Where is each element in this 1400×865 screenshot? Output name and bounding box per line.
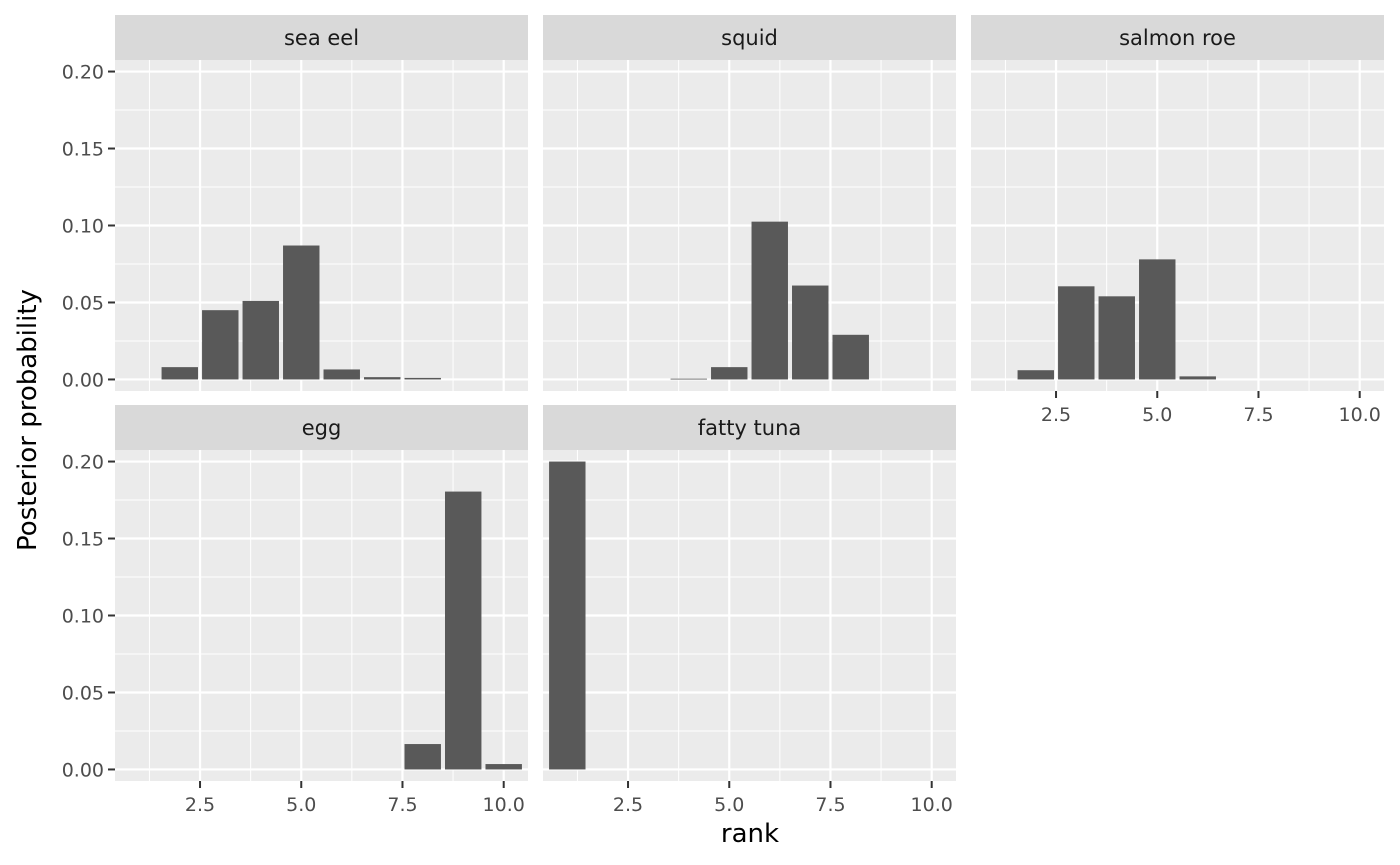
x-tick-label: 5.0 bbox=[1142, 404, 1172, 426]
bar-squid-rank-6 bbox=[751, 221, 788, 380]
x-tick-label: 10.0 bbox=[483, 794, 525, 816]
facet-sea-eel: sea eel bbox=[115, 15, 528, 391]
y-tick-label: 0.00 bbox=[62, 369, 104, 391]
bar-salmon-roe-rank-2 bbox=[1017, 370, 1055, 380]
facet-strip-label: egg bbox=[302, 416, 342, 440]
y-tick-label: 0.20 bbox=[62, 62, 104, 84]
facet-fatty-tuna: fatty tuna bbox=[543, 405, 956, 781]
bar-sea-eel-rank-5 bbox=[283, 245, 320, 380]
bar-squid-rank-7 bbox=[792, 285, 829, 380]
y-tick-label: 0.00 bbox=[62, 759, 104, 781]
bar-egg-rank-10 bbox=[485, 764, 522, 770]
x-tick-label: 5.0 bbox=[286, 794, 316, 816]
x-tick-label: 7.5 bbox=[387, 794, 417, 816]
facet-strip-label: squid bbox=[721, 26, 778, 50]
bar-sea-eel-rank-4 bbox=[242, 300, 279, 380]
x-axis-col-2: 2.5 5.0 7.5 10.0 bbox=[613, 781, 953, 816]
facet-egg: egg bbox=[115, 405, 528, 781]
bars bbox=[161, 245, 441, 380]
x-tick-label: 10.0 bbox=[1339, 404, 1381, 426]
bar-salmon-roe-rank-4 bbox=[1098, 296, 1135, 380]
facet-strip-egg bbox=[115, 405, 528, 450]
y-tick-label: 0.20 bbox=[62, 452, 104, 474]
bar-squid-rank-8 bbox=[832, 334, 869, 380]
x-tick-label: 10.0 bbox=[911, 794, 953, 816]
bar-salmon-roe-rank-5 bbox=[1139, 259, 1176, 380]
bar-sea-eel-rank-7 bbox=[364, 377, 401, 380]
bars bbox=[670, 221, 869, 380]
bar-salmon-roe-rank-6 bbox=[1179, 376, 1216, 380]
y-tick-label: 0.10 bbox=[62, 216, 104, 238]
facet-strip-fatty-tuna bbox=[543, 405, 956, 450]
y-tick-label: 0.05 bbox=[62, 682, 104, 704]
facet-strip-label: salmon roe bbox=[1119, 26, 1236, 50]
gridlines bbox=[543, 60, 956, 391]
x-axes: 2.5 5.0 7.5 10.0 2.5 5.0 7.5 10.0 2.5 5.0 7.5 10.0 bbox=[185, 391, 1381, 816]
x-axis-col-3: 2.5 5.0 7.5 10.0 bbox=[1041, 391, 1381, 426]
facet-strip-label: sea eel bbox=[284, 26, 359, 50]
y-axis-row-1: 0.00 0.05 0.10 0.15 0.20 bbox=[62, 62, 115, 391]
bars bbox=[549, 461, 586, 770]
x-tick-label: 2.5 bbox=[1041, 404, 1071, 426]
facet-squid: squid bbox=[543, 15, 956, 391]
x-axis-title: rank bbox=[721, 819, 779, 849]
y-axis-row-2: 0.00 0.05 0.10 0.15 0.20 bbox=[62, 452, 115, 781]
x-tick-label: 7.5 bbox=[815, 794, 845, 816]
y-axis-title: Posterior probability bbox=[13, 289, 43, 551]
facet-strip-label: fatty tuna bbox=[698, 416, 802, 440]
facet-strip-salmon-roe bbox=[971, 15, 1384, 60]
bar-sea-eel-rank-6 bbox=[323, 369, 360, 380]
bar-salmon-roe-rank-3 bbox=[1058, 286, 1095, 380]
bars bbox=[1017, 259, 1216, 380]
bar-egg-rank-8 bbox=[404, 744, 441, 770]
y-axes: 0.00 0.05 0.10 0.15 0.20 0.00 0.05 0.10 0.15 0.20 bbox=[62, 62, 115, 781]
facet-strip-sea-eel bbox=[115, 15, 528, 60]
x-tick-label: 5.0 bbox=[714, 794, 744, 816]
facet-panels: sea eel squid salmon roe egg fatty tuna bbox=[115, 15, 1384, 781]
bar-sea-eel-rank-3 bbox=[202, 310, 239, 380]
y-tick-label: 0.10 bbox=[62, 606, 104, 628]
facet-salmon-roe: salmon roe bbox=[971, 15, 1384, 391]
facet-strip-squid bbox=[543, 15, 956, 60]
bar-squid-rank-5 bbox=[711, 367, 748, 380]
x-tick-label: 2.5 bbox=[613, 794, 643, 816]
bar-sea-eel-rank-2 bbox=[161, 367, 199, 380]
x-axis-col-1: 2.5 5.0 7.5 10.0 bbox=[185, 781, 525, 816]
gridlines bbox=[543, 450, 956, 781]
y-tick-label: 0.05 bbox=[62, 292, 104, 314]
bar-egg-rank-9 bbox=[444, 491, 482, 770]
gridlines bbox=[971, 60, 1384, 391]
x-tick-label: 2.5 bbox=[185, 794, 215, 816]
gridlines bbox=[115, 60, 528, 391]
y-tick-label: 0.15 bbox=[62, 139, 104, 161]
x-tick-label: 7.5 bbox=[1243, 404, 1273, 426]
bars bbox=[404, 491, 522, 770]
y-tick-label: 0.15 bbox=[62, 529, 104, 551]
bar-squid-rank-4 bbox=[670, 378, 707, 380]
bar-sea-eel-rank-8 bbox=[404, 377, 441, 380]
bar-fatty-tuna-rank-1 bbox=[549, 461, 586, 770]
